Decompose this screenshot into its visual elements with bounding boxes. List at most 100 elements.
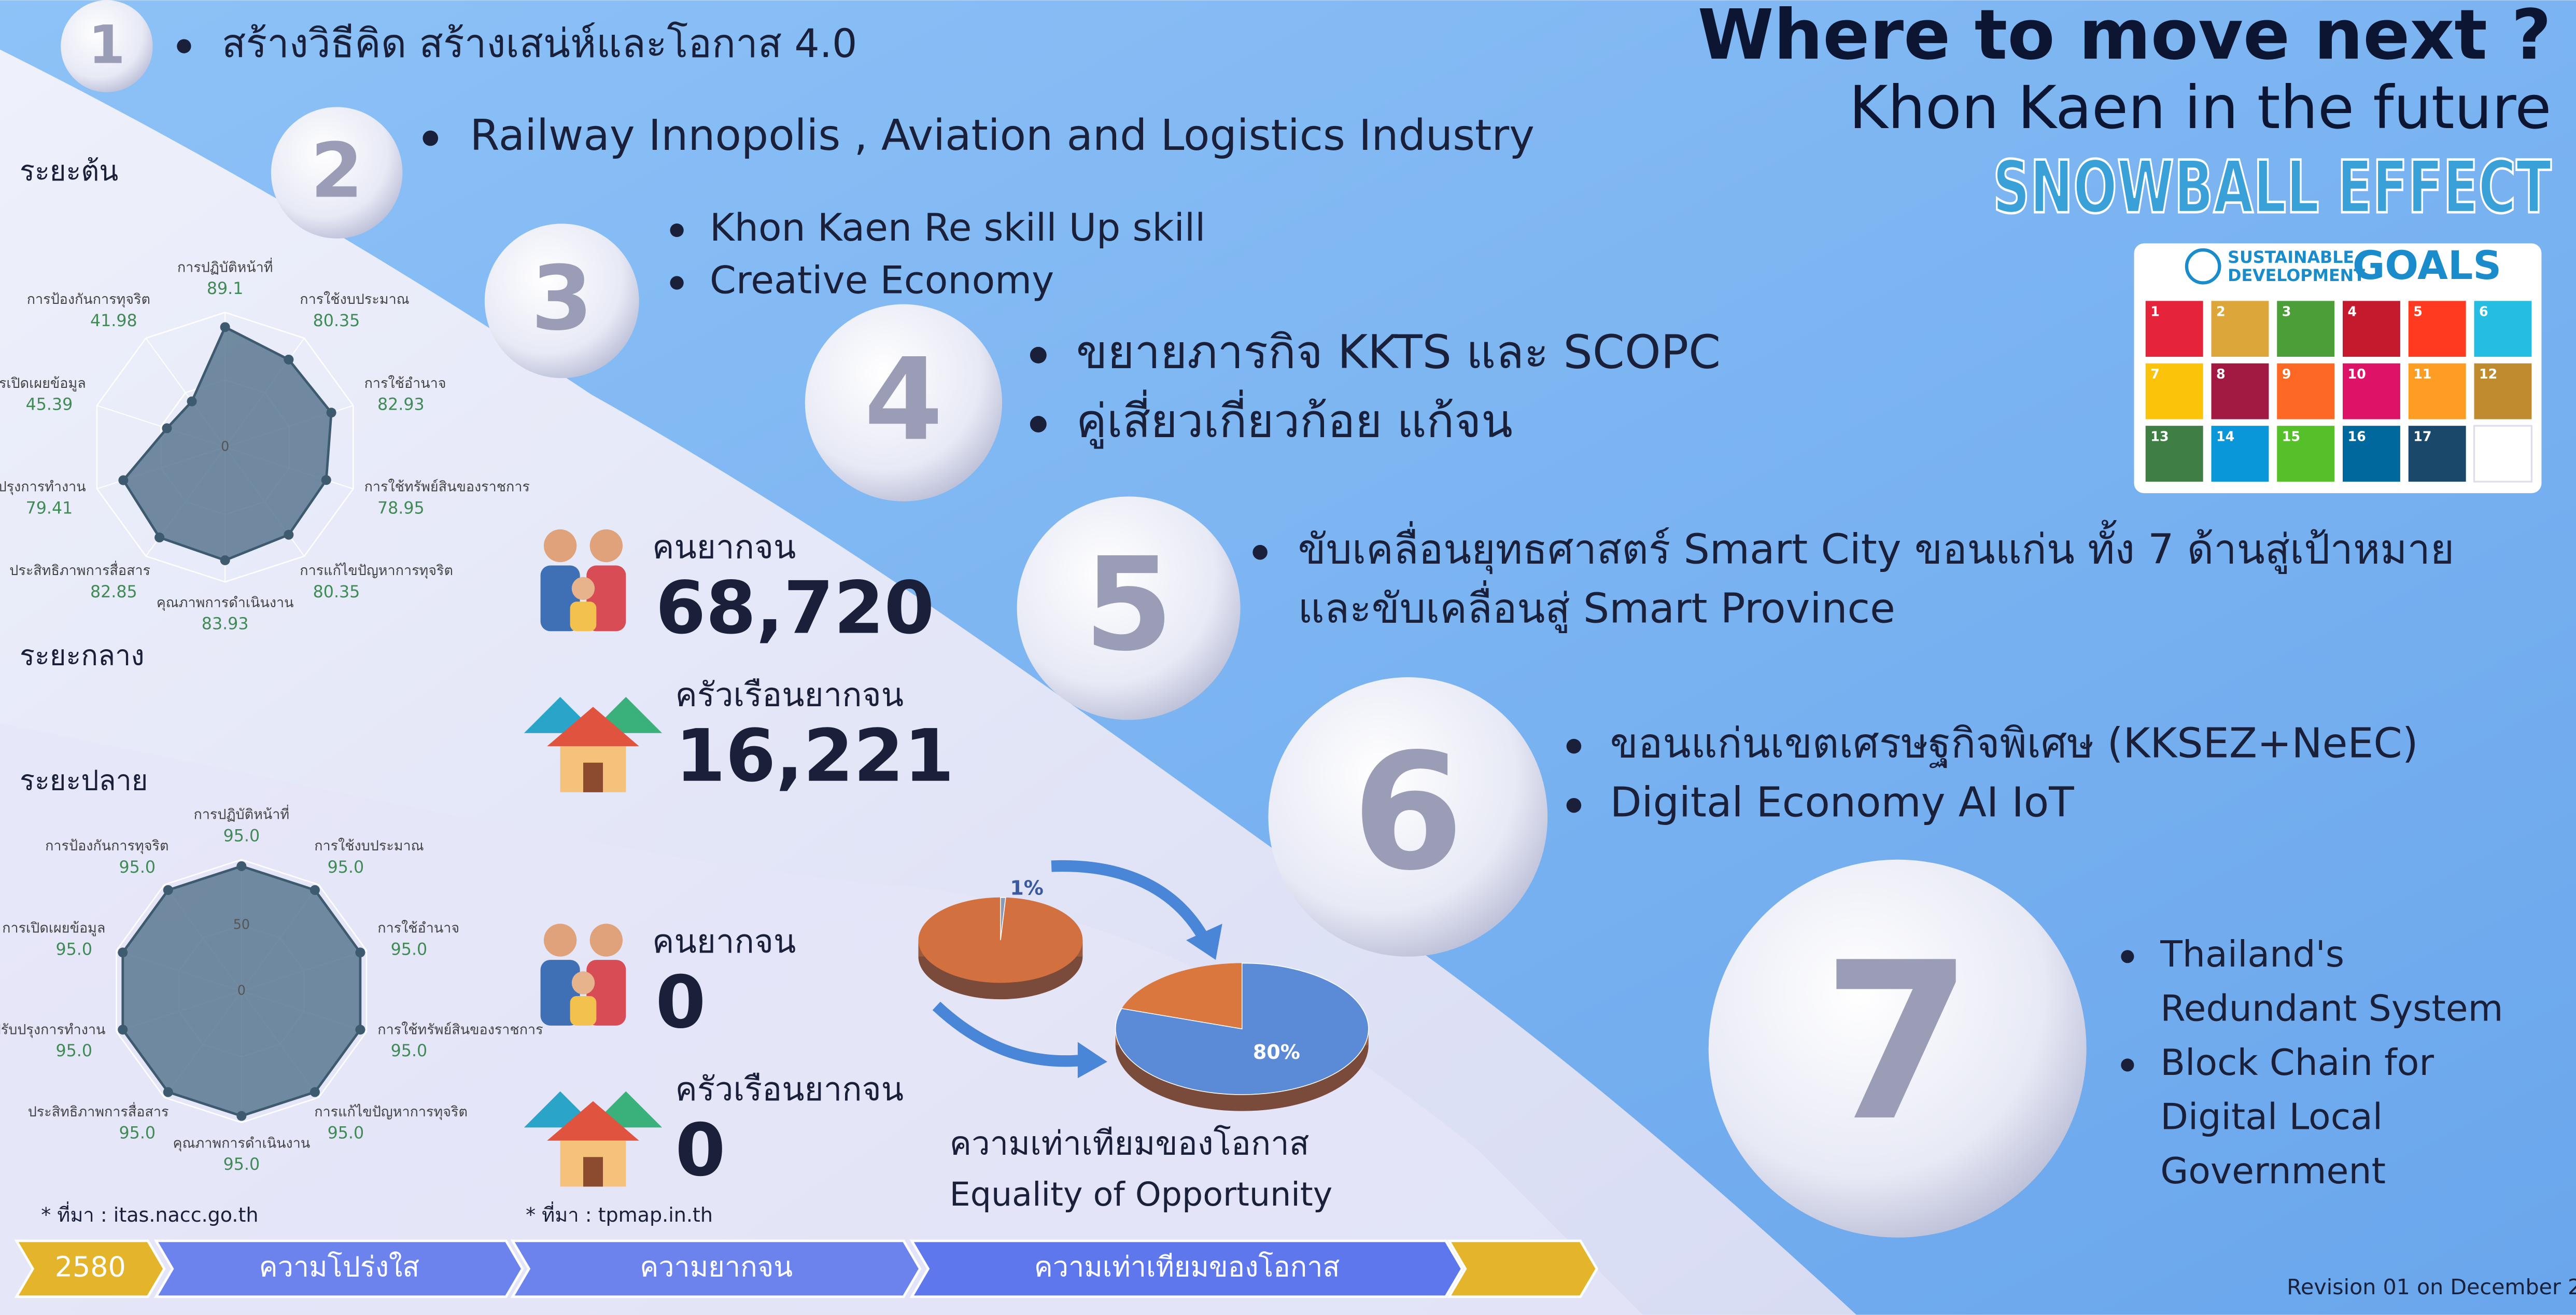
equality-text: Equality of Opportunity <box>950 1175 1333 1213</box>
radar-tick: 0 <box>237 982 246 998</box>
radar-value: 95.0 <box>391 1042 428 1060</box>
stat-label: คนยากจน <box>652 922 796 960</box>
step-number: 2 <box>311 128 363 215</box>
bullet-text: Redundant System <box>2160 987 2503 1029</box>
sdg-number: 8 <box>2216 366 2226 382</box>
sdg-number: 13 <box>2150 428 2169 444</box>
sdg-number: 4 <box>2348 304 2357 319</box>
bullet-dot <box>2121 950 2134 963</box>
step-number: 3 <box>531 247 593 351</box>
bullet-text: ขยายภารกิจ KKTS และ SCOPC <box>1076 325 1721 379</box>
radar-value: 83.93 <box>202 615 249 634</box>
sdg-tile <box>2343 301 2400 357</box>
radar-label: คุณภาพการดำเนินงาน <box>157 595 294 611</box>
snowball <box>1017 496 1241 720</box>
icon-roof <box>547 707 639 747</box>
sdg-tile <box>2277 301 2335 357</box>
radar-value: 79.41 <box>26 499 73 517</box>
radar-point <box>162 423 172 433</box>
sdg-number: 1 <box>2150 304 2160 319</box>
radar-value: 78.95 <box>377 499 425 517</box>
bullet-dot <box>670 276 684 290</box>
icon-door <box>583 762 603 792</box>
sdg-tile <box>2343 363 2400 419</box>
bullet-text: ขอนแก่นเขตเศรษฐกิจพิเศษ (KKSEZ+NeEC) <box>1610 719 2418 768</box>
bullet-text: และขับเคลื่อนสู่ Smart Province <box>1298 580 1895 634</box>
radar-label: การใช้อำนาจ <box>377 920 459 936</box>
radar-value: 82.93 <box>377 395 425 414</box>
bullet-text: Creative Economy <box>710 258 1054 302</box>
icon-head <box>589 529 623 563</box>
radar-point <box>236 861 247 871</box>
arrow-head <box>1186 924 1222 960</box>
sdg-tile <box>2211 301 2269 357</box>
tagline: SNOWBALL EFFECT <box>1993 145 2551 229</box>
icon-body <box>570 996 597 1026</box>
icon-head <box>543 924 577 957</box>
radar-value: 41.98 <box>90 312 137 330</box>
bullet-text: คู่เสี่ยวเกี่ยวก้อย แก้จน <box>1076 389 1513 449</box>
footer-label: ความโปร่งใส <box>259 1251 420 1283</box>
radar-point <box>309 1087 320 1097</box>
sdg-number: 14 <box>2216 428 2234 444</box>
stat-label: คนยากจน <box>652 527 796 566</box>
radar-point <box>118 475 129 485</box>
snowball <box>1708 859 2087 1238</box>
stat-value: 16,221 <box>675 714 954 798</box>
sdg-number: 2 <box>2216 304 2226 319</box>
radar-point <box>220 322 230 332</box>
sdg-number: 5 <box>2413 304 2423 319</box>
sdg-number: 16 <box>2348 428 2366 444</box>
snowball <box>484 223 639 379</box>
sdg-title: SUSTAINABLE <box>2228 248 2354 267</box>
snowball <box>1268 677 1548 957</box>
source: * ที่มา : itas.nacc.go.th <box>41 1201 258 1226</box>
radar-value: 95.0 <box>55 1042 92 1060</box>
radar-point <box>355 947 365 958</box>
sdg-number: 10 <box>2348 366 2366 382</box>
radar-value: 95.0 <box>223 827 260 845</box>
footer-chevron <box>909 1239 1464 1298</box>
radar-label: การใช้ทรัพย์สินของราชการ <box>364 479 530 495</box>
icon-head <box>571 971 595 995</box>
sdg-goals: GOALS <box>2353 242 2501 288</box>
radar-label: การปฏิบัติหน้าที่ <box>194 805 290 823</box>
step-number: 7 <box>1822 916 1973 1169</box>
equality-text: ความเท่าเทียมของโอกาส <box>950 1124 1310 1163</box>
radar-label: การใช้งบประมาณ <box>300 291 409 307</box>
arrow <box>932 1001 1085 1067</box>
radar-value: 80.35 <box>313 312 360 330</box>
radar-value: 95.0 <box>223 1155 260 1174</box>
radar-label: การป้องกันการทุจริต <box>27 291 150 307</box>
icon-head <box>589 924 623 957</box>
sdg-number: 3 <box>2282 304 2291 319</box>
radar-label: คุณภาพการดำเนินงาน <box>173 1136 310 1152</box>
sdg-number: 12 <box>2479 366 2497 382</box>
radar-label: การปรับปรุงการทำงาน <box>0 1022 105 1038</box>
bullet-dot <box>1030 346 1047 363</box>
bullet-text: Railway Innopolis , Aviation and Logisti… <box>470 111 1535 160</box>
bullet-text: สร้างวิธีคิด สร้างเสน่ห์และโอกาส 4.0 <box>222 20 857 66</box>
step-number: 4 <box>864 333 943 466</box>
sdg-tile <box>2408 301 2466 357</box>
title: Where to move next ? <box>1698 0 2552 75</box>
radar-label: การป้องกันการทุจริต <box>45 838 168 854</box>
sdg-logo-tile <box>2473 425 2533 483</box>
radar-label: การปรับปรุงการทำงาน <box>0 479 86 495</box>
radar-tick: 50 <box>233 917 250 932</box>
stage-label: ระยะต้น <box>20 155 118 187</box>
bullet-text: Khon Kaen Re skill Up skill <box>710 206 1205 250</box>
radar-label: การเปิดเผยข้อมูล <box>2 920 105 936</box>
footer-chevron <box>14 1239 166 1298</box>
bullet-dot <box>1566 798 1582 813</box>
radar-point <box>309 885 320 895</box>
pie-slice <box>1000 897 1006 941</box>
radar-point <box>154 533 165 543</box>
sdg-tile <box>2343 426 2400 482</box>
radar-point <box>321 475 331 485</box>
step-number: 5 <box>1084 530 1173 680</box>
radar-value: 95.0 <box>119 1124 156 1143</box>
